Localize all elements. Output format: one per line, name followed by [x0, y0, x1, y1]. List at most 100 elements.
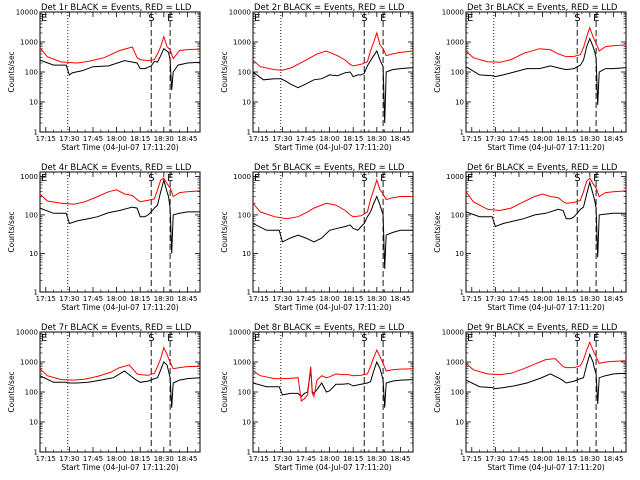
events-series-line [39, 361, 201, 408]
y-axis-label: Counts/sec [220, 371, 229, 412]
y-tick-label: 1 [247, 289, 251, 297]
x-tick-label: 18:15 [556, 135, 576, 143]
x-tick-label: 17:45 [296, 135, 316, 143]
x-tick-label: 17:15 [462, 295, 482, 303]
x-tick-label: 18:15 [130, 295, 150, 303]
x-tick-label: 18:00 [106, 295, 126, 303]
x-tick-label: 17:45 [83, 455, 103, 463]
panel-det-3: Det 3r BLACK = Events, RED = LLD 1 10 100 10… [433, 3, 627, 152]
y-tick-label: 1 [460, 289, 464, 297]
x-tick-label: 17:30 [59, 295, 79, 303]
x-tick-label: 18:00 [106, 455, 126, 463]
y-tick-label: 1 [247, 129, 251, 137]
x-tick-label: 18:00 [532, 295, 552, 303]
x-tick-label: 18:45 [603, 135, 623, 143]
y-tick-label: 10 [29, 99, 38, 107]
marker-label: E [254, 333, 260, 344]
x-tick-label: 18:30 [154, 455, 174, 463]
x-tick-label: 18:30 [367, 295, 387, 303]
panel-det-4: Det 4r BLACK = Events, RED = LLD 1 10 100 10… [7, 163, 201, 312]
events-series-line [252, 360, 414, 408]
x-tick-label: 18:45 [177, 295, 197, 303]
marker-label: E [41, 13, 47, 24]
y-axis-label: Counts/sec [220, 51, 229, 92]
lld-series-line [252, 348, 414, 402]
y-tick-label: 10000 [16, 329, 38, 337]
x-tick-label: 17:30 [272, 455, 292, 463]
lld-series-line [252, 178, 413, 220]
y-axis-label: Counts/sec [220, 211, 229, 252]
x-tick-label: 17:45 [509, 455, 529, 463]
events-series-line [465, 37, 627, 105]
x-axis-label: Start Time (04-Jul-07 17:11:20) [274, 143, 391, 152]
plot-frame [39, 171, 201, 293]
y-axis-label: Counts/sec [7, 211, 16, 252]
marker-label: E [467, 13, 473, 24]
panel-title: Det 2r BLACK = Events, RED = LLD [254, 3, 405, 13]
x-tick-label: 18:30 [580, 295, 600, 303]
marker-label: S [361, 173, 367, 184]
plot-frame [465, 11, 627, 133]
y-tick-label: 100 [25, 69, 38, 77]
y-tick-label: 10 [455, 99, 464, 107]
x-axis-label: Start Time (04-Jul-07 17:11:20) [274, 463, 391, 472]
x-tick-label: 18:15 [343, 135, 363, 143]
plot-frame [39, 331, 201, 453]
panel-det-2: Det 2r BLACK = Events, RED = LLD 1 10 100 10… [220, 3, 414, 152]
marker-label: S [148, 333, 154, 344]
plot-frame [465, 171, 627, 293]
y-tick-label: 1000 [20, 39, 38, 47]
x-tick-label: 18:30 [580, 455, 600, 463]
x-axis-label: Start Time (04-Jul-07 17:11:20) [487, 463, 604, 472]
lld-series-line [465, 341, 627, 376]
lld-series-line [39, 177, 201, 205]
x-tick-label: 18:00 [532, 455, 552, 463]
panel-title: Det 4r BLACK = Events, RED = LLD [41, 163, 192, 173]
y-tick-label: 1000 [446, 359, 464, 367]
x-tick-label: 18:00 [106, 135, 126, 143]
y-tick-label: 1 [460, 449, 464, 457]
events-series-line [39, 47, 201, 91]
x-tick-label: 18:45 [603, 455, 623, 463]
marker-label: E [167, 333, 173, 344]
panel-title: Det 9r BLACK = Events, RED = LLD [467, 323, 618, 333]
x-tick-label: 18:00 [319, 455, 339, 463]
y-tick-label: 10 [242, 419, 251, 427]
lld-series-line [465, 177, 627, 212]
x-tick-label: 18:15 [556, 295, 576, 303]
x-tick-label: 18:30 [154, 135, 174, 143]
plot-frame [465, 331, 627, 453]
x-tick-label: 17:45 [83, 135, 103, 143]
y-tick-label: 1 [34, 449, 38, 457]
marker-label: E [593, 173, 599, 184]
y-tick-label: 10 [242, 99, 251, 107]
y-tick-label: 100 [238, 69, 251, 77]
y-tick-label: 100 [238, 211, 251, 219]
y-axis-label: Counts/sec [433, 371, 442, 412]
x-tick-label: 17:45 [83, 295, 103, 303]
marker-label: E [467, 333, 473, 344]
y-tick-label: 10 [455, 250, 464, 258]
x-axis-label: Start Time (04-Jul-07 17:11:20) [487, 143, 604, 152]
x-tick-label: 17:30 [485, 455, 505, 463]
x-tick-label: 18:15 [130, 135, 150, 143]
panel-det-7: Det 7r BLACK = Events, RED = LLD 1 10 100 10… [7, 323, 201, 472]
y-tick-label: 1 [247, 449, 251, 457]
x-tick-label: 17:30 [485, 135, 505, 143]
x-tick-label: 18:30 [154, 295, 174, 303]
x-tick-label: 18:15 [556, 455, 576, 463]
x-tick-label: 17:15 [249, 295, 269, 303]
marker-label: S [361, 333, 367, 344]
x-tick-label: 17:15 [249, 135, 269, 143]
panel-det-6: Det 6r BLACK = Events, RED = LLD 1 10 100 10… [433, 163, 627, 312]
panel-det-9: Det 9r BLACK = Events, RED = LLD 1 10 100 10… [433, 323, 627, 472]
panel-det-5: Det 5r BLACK = Events, RED = LLD 1 10 100 10… [220, 163, 414, 312]
x-tick-label: 18:45 [177, 455, 197, 463]
panel-title: Det 7r BLACK = Events, RED = LLD [41, 323, 192, 333]
x-axis-label: Start Time (04-Jul-07 17:11:20) [487, 303, 604, 312]
events-series-line [39, 178, 200, 254]
x-axis-label: Start Time (04-Jul-07 17:11:20) [61, 303, 178, 312]
panel-title: Det 5r BLACK = Events, RED = LLD [254, 163, 405, 173]
x-tick-label: 18:00 [319, 135, 339, 143]
y-tick-label: 100 [238, 389, 251, 397]
